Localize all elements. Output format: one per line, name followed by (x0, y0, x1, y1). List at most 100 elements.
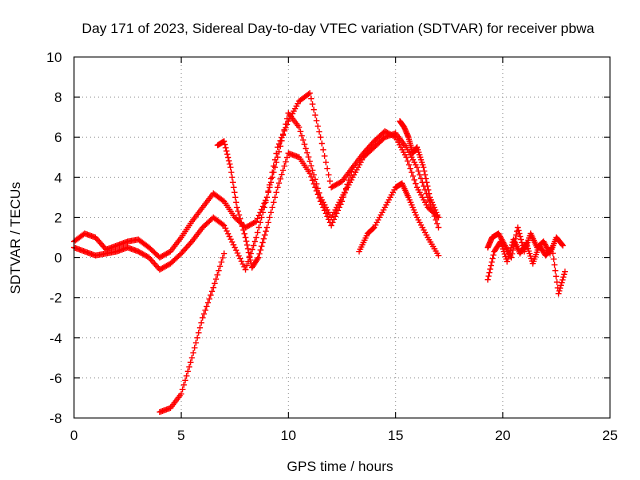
data-point (321, 153, 328, 160)
data-point (343, 185, 350, 192)
data-point (205, 299, 211, 306)
data-point (195, 329, 202, 336)
data-point (302, 145, 309, 152)
x-tick-label: 15 (388, 427, 404, 443)
data-point (221, 138, 228, 145)
data-point (224, 151, 231, 158)
data-point (422, 171, 429, 178)
data-point (301, 141, 308, 148)
data-point (309, 177, 316, 184)
data-point (280, 131, 287, 138)
data-point (255, 224, 262, 231)
data-point (322, 210, 329, 217)
data-point (488, 262, 495, 269)
data-point (236, 211, 243, 218)
x-tick-label: 25 (602, 427, 618, 443)
y-tick-label: 6 (54, 129, 62, 145)
y-tick-label: -8 (50, 410, 63, 426)
data-point (558, 279, 565, 286)
data-point (273, 150, 280, 157)
data-point (329, 219, 336, 226)
data-point (370, 225, 377, 232)
data-point (184, 368, 191, 375)
data-point (262, 228, 269, 235)
data-point (406, 161, 412, 168)
data-point (187, 359, 194, 366)
data-point (391, 133, 398, 140)
data-point (243, 238, 250, 245)
data-point (313, 117, 320, 124)
data-point (225, 157, 232, 164)
data-point (414, 164, 421, 171)
data-point (423, 179, 430, 186)
data-point (237, 255, 244, 262)
data-point (219, 221, 226, 228)
data-point (317, 134, 324, 141)
y-tick-label: 8 (54, 89, 62, 105)
data-point (241, 230, 248, 237)
data-point (227, 236, 234, 243)
data-point (263, 224, 270, 231)
x-axis-label: GPS time / hours (287, 458, 394, 474)
data-point (282, 158, 289, 165)
data-point (233, 199, 240, 206)
data-point (273, 189, 280, 196)
data-point (328, 222, 335, 229)
data-point (551, 261, 558, 268)
data-point (312, 176, 319, 183)
data-point (412, 180, 419, 187)
data-point (320, 146, 327, 153)
data-point (316, 128, 323, 135)
data-point (552, 267, 559, 274)
data-point (242, 234, 249, 241)
data-point (486, 269, 493, 276)
data-point (272, 156, 278, 163)
data-point (209, 288, 216, 295)
data-point (348, 168, 355, 175)
data-point (234, 250, 241, 257)
data-point (221, 250, 228, 257)
data-point (489, 255, 496, 262)
data-point (508, 244, 515, 251)
data-point (310, 106, 317, 113)
data-point (191, 344, 198, 351)
data-point (260, 235, 267, 242)
data-point (276, 140, 283, 147)
data-point (420, 164, 427, 171)
data-point (426, 190, 433, 197)
data-point (320, 204, 327, 211)
data-point (337, 201, 344, 208)
data-point (263, 194, 270, 201)
data-point (553, 273, 560, 280)
data-point (312, 184, 319, 191)
series-track-E (356, 180, 442, 259)
data-point (259, 203, 266, 210)
data-point (210, 284, 217, 291)
data-point (309, 101, 316, 108)
data-point (180, 381, 187, 388)
data-point (258, 243, 265, 250)
data-point (548, 245, 555, 252)
data-point (274, 144, 281, 151)
data-point (244, 242, 251, 249)
data-point (229, 174, 236, 181)
data-point (196, 324, 203, 331)
data-point (229, 179, 236, 186)
data-point (269, 174, 276, 181)
y-tick-label: 0 (54, 250, 62, 266)
data-point (261, 204, 268, 211)
data-point (550, 256, 557, 263)
data-point (194, 334, 201, 341)
data-point (266, 214, 273, 221)
data-point (506, 250, 513, 257)
data-point (411, 176, 418, 183)
data-point (235, 208, 242, 215)
data-point (488, 259, 495, 266)
data-point (484, 276, 491, 283)
data-point (325, 216, 332, 223)
x-tick-label: 5 (177, 427, 185, 443)
data-point (231, 244, 238, 251)
data-point (239, 261, 246, 268)
data-point (227, 164, 234, 171)
